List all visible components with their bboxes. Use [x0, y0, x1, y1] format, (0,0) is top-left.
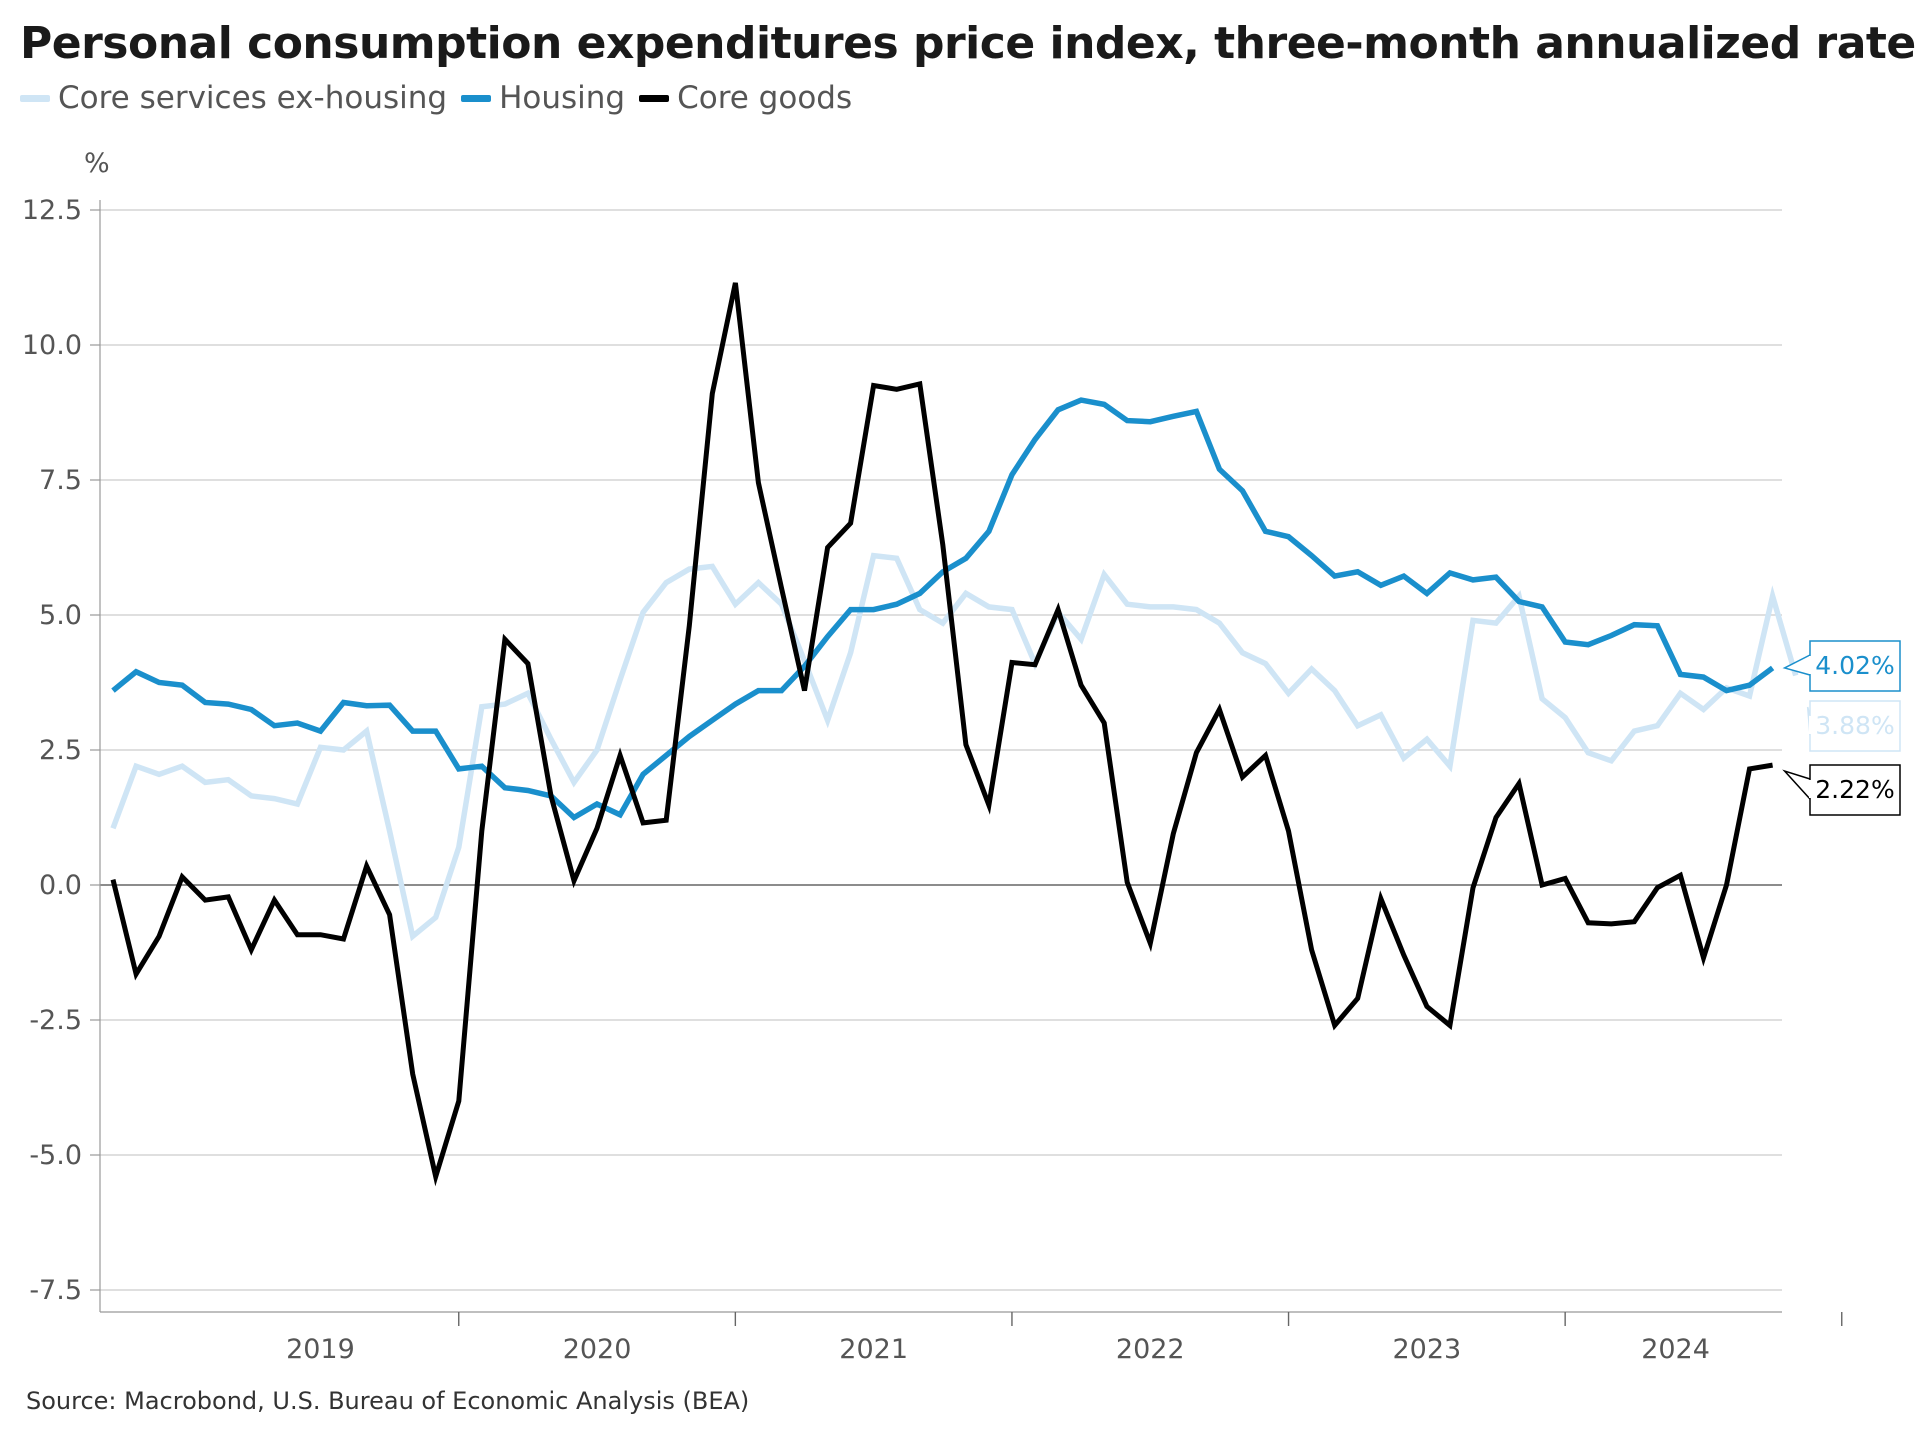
gridlines: [100, 209, 1782, 1291]
series-line-housing: [111, 397, 1775, 821]
callout-housing: 4.02%: [1782, 640, 1901, 692]
x-tick-label: 2019: [286, 1334, 355, 1365]
y-tick-label: -7.5: [29, 1275, 82, 1306]
series-line-core-goods: [110, 282, 1774, 1187]
series-layer: [110, 282, 1799, 1187]
legend-swatch-housing: [461, 94, 492, 102]
y-tick-label: -5.0: [29, 1140, 82, 1171]
y-tick-label: 0.0: [39, 870, 82, 901]
callout-box: [1809, 764, 1901, 816]
x-tick-label: 2020: [563, 1334, 632, 1365]
callout-pointer-gap: [1809, 716, 1812, 734]
legend-item-core-services: Core services ex-housing: [20, 80, 447, 116]
x-tick-label: 2023: [1392, 1334, 1461, 1365]
legend-item-housing: Housing: [461, 80, 625, 116]
callout-label: 2.22%: [1815, 775, 1894, 804]
callout-pointer: [1782, 654, 1811, 676]
legend-label-housing: Housing: [499, 80, 626, 116]
y-tick-label: -2.5: [29, 1005, 82, 1036]
legend-swatch-core-services: [20, 94, 50, 102]
legend-label-core-goods: Core goods: [677, 80, 853, 116]
axes: 12.5 10.0 7.5 5.0 2.5 0.0 -2.5 -5.0 -7.5 2019 2020…: [22, 195, 1843, 1365]
legend-label-core-services: Core services ex-housing: [58, 80, 448, 116]
value-callouts: 4.02% 3.88% 2.22%: [1782, 640, 1901, 816]
y-tick-label: 5.0: [39, 600, 82, 631]
x-tick-label: 2021: [839, 1334, 908, 1365]
callout-core-services-ex-housing: 3.88%: [1806, 700, 1901, 752]
legend: Core services ex-housing Housing Core go…: [20, 80, 866, 116]
callout-pointer: [1782, 769, 1811, 800]
y-tick-label: 7.5: [39, 465, 82, 496]
chart-title: Personal consumption expenditures price …: [20, 18, 1916, 69]
legend-item-core-goods: Core goods: [639, 80, 852, 116]
y-axis-unit-label: %: [84, 148, 110, 179]
legend-swatch-core-goods: [639, 94, 670, 102]
callout-label: 4.02%: [1815, 651, 1894, 680]
callout-label: 3.88%: [1815, 711, 1894, 740]
y-tick-label: 12.5: [22, 195, 82, 226]
y-tick-label: 2.5: [39, 735, 82, 766]
callout-box: [1809, 640, 1901, 692]
x-tick-label: 2022: [1116, 1334, 1185, 1365]
x-tick-label: 2024: [1641, 1334, 1710, 1365]
source-note: Source: Macrobond, U.S. Bureau of Econom…: [26, 1387, 750, 1415]
callout-pointer-gap: [1809, 656, 1812, 674]
callout-core-goods: 2.22%: [1782, 764, 1901, 816]
y-tick-label: 10.0: [22, 330, 82, 361]
callout-pointer-gap: [1809, 780, 1812, 798]
